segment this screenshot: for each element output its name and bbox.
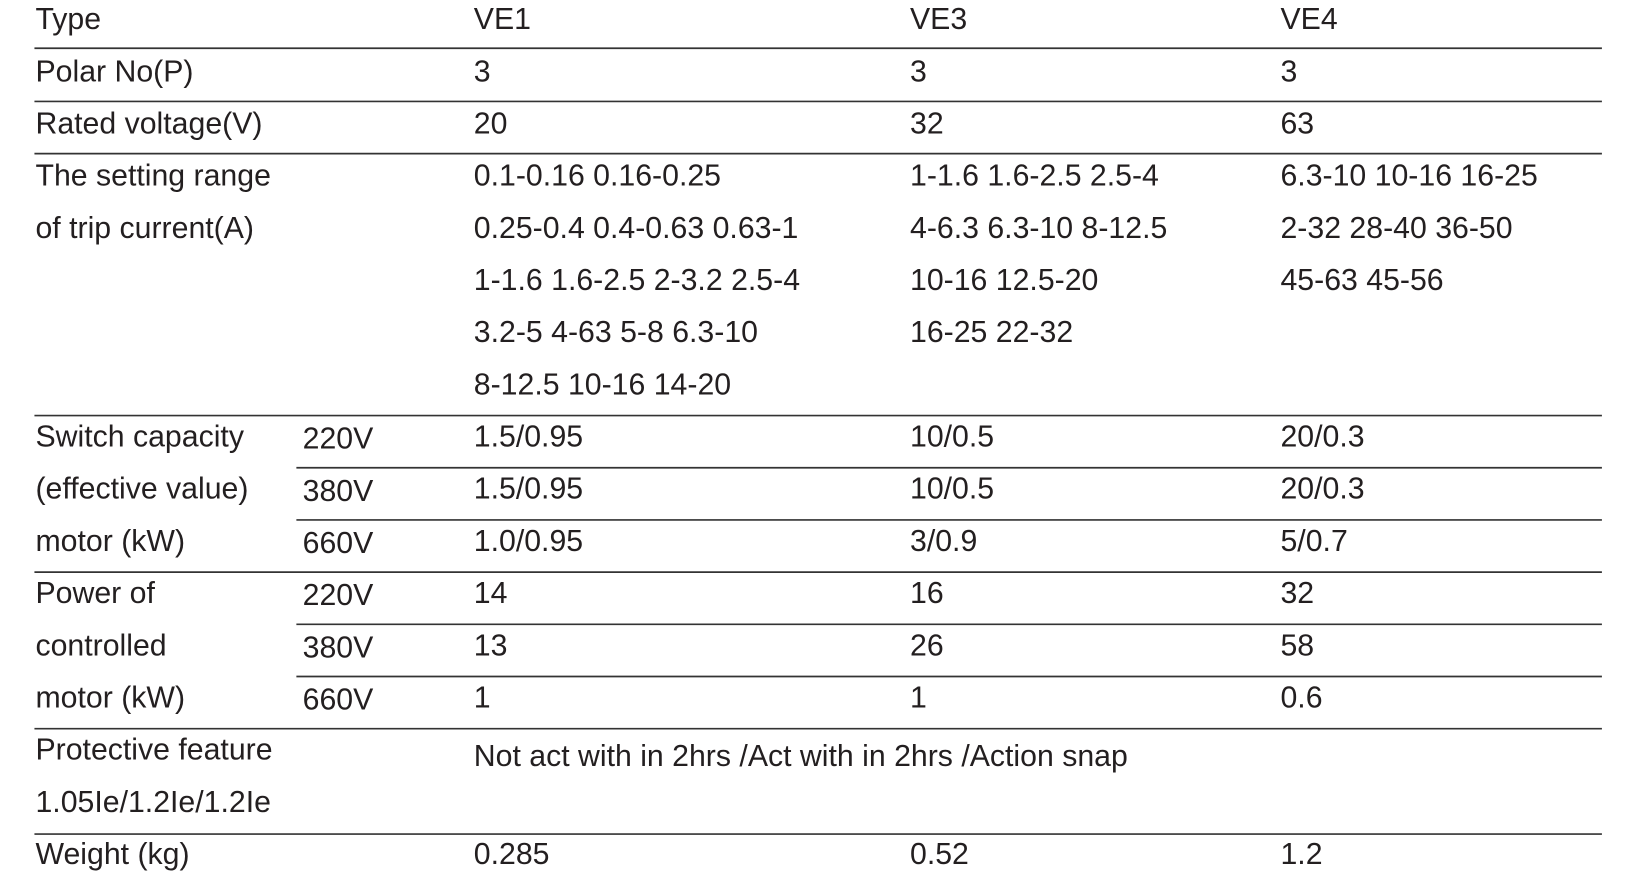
cell: 1.2: [1280, 838, 1322, 871]
cell: 32: [1280, 577, 1314, 610]
voltage-label: 660V: [303, 527, 374, 560]
cell: 0.52: [910, 838, 969, 871]
cell: 16: [910, 577, 944, 610]
column-header: VE4: [1280, 3, 1337, 36]
cell: 3: [474, 55, 491, 88]
cell: 16-25 22-32: [910, 316, 1073, 349]
row-label: Polar No(P): [35, 55, 193, 88]
cell: 5/0.7: [1280, 525, 1347, 558]
cell: 0.285: [474, 838, 550, 871]
voltage-label: 220V: [303, 423, 374, 456]
voltage-label: 660V: [303, 684, 374, 717]
voltage-label: 380V: [303, 631, 374, 664]
cell: 1.5/0.95: [474, 421, 583, 454]
cell: 1.5/0.95: [474, 473, 583, 506]
cell: 1.0/0.95: [474, 525, 583, 558]
cell: 20/0.3: [1280, 473, 1364, 506]
row-header: Type: [35, 3, 101, 36]
cell: 4-6.3 6.3-10 8-12.5: [910, 212, 1167, 245]
row-label: Power of: [35, 577, 155, 610]
row-label: Protective feature: [35, 734, 272, 767]
voltage-label: 220V: [303, 579, 374, 612]
cell: 3/0.9: [910, 525, 977, 558]
cell: Not act with in 2hrs /Act with in 2hrs /…: [474, 740, 1128, 773]
cell: 1-1.6 1.6-2.5 2-3.2 2.5-4: [474, 264, 800, 297]
voltage-label: 380V: [303, 475, 374, 508]
column-header: VE3: [910, 3, 967, 36]
cell: 6.3-10 10-16 16-25: [1280, 160, 1537, 193]
cell: 32: [910, 107, 944, 140]
cell: 0.25-0.4 0.4-0.63 0.63-1: [474, 212, 799, 245]
cell: 10/0.5: [910, 421, 994, 454]
cell: 14: [474, 577, 508, 610]
row-label: motor (kW): [35, 681, 185, 714]
cell: 45-63 45-56: [1280, 264, 1443, 297]
row-label: (effective value): [35, 473, 248, 506]
row-label: Rated voltage(V): [35, 107, 262, 140]
cell: 20: [474, 107, 508, 140]
cell: 13: [474, 629, 508, 662]
cell: 3.2-5 4-63 5-8 6.3-10: [474, 316, 758, 349]
cell: 26: [910, 629, 944, 662]
row-label: of trip current(A): [35, 212, 254, 245]
cell: 10/0.5: [910, 473, 994, 506]
cell: 1: [474, 681, 491, 714]
cell: 3: [910, 55, 927, 88]
cell: 58: [1280, 629, 1314, 662]
cell: 1-1.6 1.6-2.5 2.5-4: [910, 160, 1159, 193]
cell: 63: [1280, 107, 1314, 140]
cell: 0.1-0.16 0.16-0.25: [474, 160, 721, 193]
cell: 1: [910, 681, 927, 714]
cell: 3: [1280, 55, 1297, 88]
row-label: Switch capacity: [35, 421, 244, 454]
row-label: controlled: [35, 629, 166, 662]
row-label: motor (kW): [35, 525, 185, 558]
cell: 20/0.3: [1280, 421, 1364, 454]
row-label: Weight (kg): [35, 838, 189, 871]
cell: 8-12.5 10-16 14-20: [474, 368, 731, 401]
cell: 10-16 12.5-20: [910, 264, 1098, 297]
row-label: The setting range: [35, 160, 270, 193]
column-header: VE1: [474, 3, 531, 36]
cell: 0.6: [1280, 681, 1322, 714]
cell: 2-32 28-40 36-50: [1280, 212, 1512, 245]
row-label: 1.05Ie/1.2Ie/1.2Ie: [35, 786, 270, 819]
